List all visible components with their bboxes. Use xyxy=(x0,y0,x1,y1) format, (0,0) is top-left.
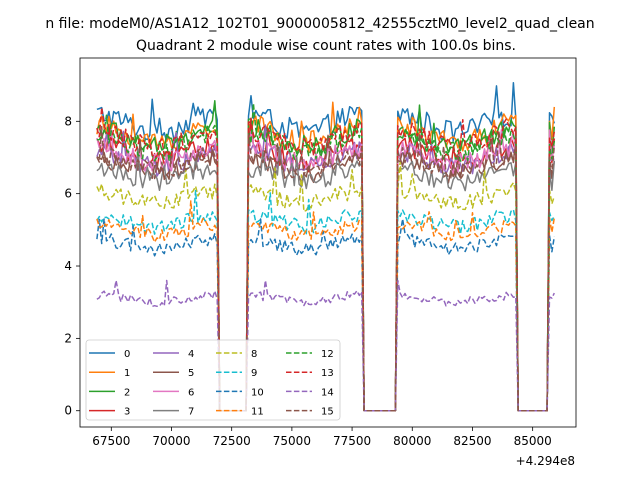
series-line-15 xyxy=(96,125,556,412)
x-tick-label: 67500 xyxy=(92,434,130,448)
legend-label-7: 7 xyxy=(188,407,194,418)
y-axis: 0 2 4 6 8 xyxy=(64,114,80,418)
series-line-0 xyxy=(96,81,556,412)
series-line-6 xyxy=(96,128,556,412)
series-line-11 xyxy=(96,200,556,412)
legend-label-1: 1 xyxy=(124,368,130,379)
legend-label-8: 8 xyxy=(251,349,257,360)
x-tick-label: 72500 xyxy=(213,434,251,448)
series-line-7 xyxy=(96,146,556,412)
x-tick-label: 85000 xyxy=(514,434,552,448)
series-line-8 xyxy=(96,160,556,412)
legend-frame xyxy=(85,339,341,421)
series-line-10 xyxy=(96,218,556,412)
legend-label-14: 14 xyxy=(321,387,334,398)
legend-label-5: 5 xyxy=(188,368,194,379)
y-tick-label: 8 xyxy=(64,114,72,128)
x-tick-label: 82500 xyxy=(453,434,491,448)
legend-label-15: 15 xyxy=(321,407,334,418)
legend-label-13: 13 xyxy=(321,368,334,379)
y-tick-label: 6 xyxy=(64,187,72,201)
legend-label-11: 11 xyxy=(251,407,264,418)
plot-area: 67500 70000 72500 75000 77500 80000 82500 85000… xyxy=(64,57,577,468)
legend-label-12: 12 xyxy=(321,349,334,360)
series-line-13 xyxy=(96,106,556,412)
series-line-14 xyxy=(96,279,555,412)
legend-label-10: 10 xyxy=(251,387,264,398)
y-tick-label: 0 xyxy=(64,404,72,418)
legend-label-3: 3 xyxy=(124,407,130,418)
x-tick-label: 70000 xyxy=(152,434,190,448)
x-tick-label: 77500 xyxy=(333,434,371,448)
y-tick-label: 4 xyxy=(64,259,72,273)
legend-label-9: 9 xyxy=(251,368,257,379)
y-tick-label: 2 xyxy=(64,331,72,345)
chart-title: Quadrant 2 module wise count rates with … xyxy=(136,38,516,54)
plot-frame xyxy=(79,57,577,428)
x-offset-label: +4.294e8 xyxy=(516,454,575,468)
legend-label-4: 4 xyxy=(188,349,194,360)
legend-label-6: 6 xyxy=(188,387,194,398)
x-tick-label: 75000 xyxy=(273,434,311,448)
x-axis: 67500 70000 72500 75000 77500 80000 82500 85000 xyxy=(92,427,552,448)
series-line-9 xyxy=(96,189,555,412)
series-layer xyxy=(96,81,556,412)
legend-label-0: 0 xyxy=(124,349,130,360)
figure-suptitle: n file: modeM0/AS1A12_102T01_9000005812_… xyxy=(45,16,594,32)
x-tick-label: 80000 xyxy=(393,434,431,448)
legend-label-2: 2 xyxy=(124,387,130,398)
